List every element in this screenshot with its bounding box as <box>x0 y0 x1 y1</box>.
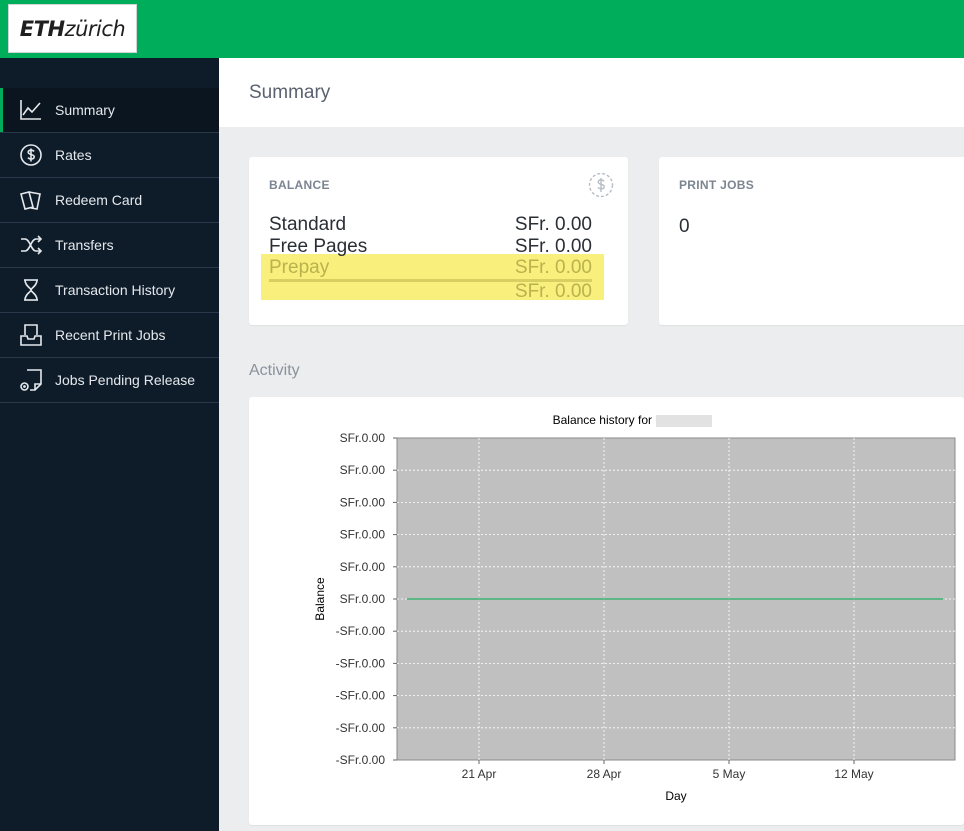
sidebar-item-label: Transfers <box>55 237 114 253</box>
balance-row-name: Free Pages <box>269 236 368 257</box>
eth-logo[interactable]: ETHzürich <box>8 4 137 53</box>
y-tick-label: -SFr.0.00 <box>336 689 386 703</box>
shuffle-icon <box>18 232 44 258</box>
y-tick-label: SFr.0.00 <box>340 463 386 477</box>
x-axis: 21 Apr 28 Apr 5 May 12 May <box>462 760 874 781</box>
balance-history-chart: Balance history for SFr.0.00SFr.0.00SFr.… <box>313 413 956 803</box>
sidebar-item-label: Redeem Card <box>55 192 143 208</box>
sidebar-item-label: Recent Print Jobs <box>55 327 166 343</box>
x-tick-label: 12 May <box>834 767 873 781</box>
sidebar: Summary Rates Redeem Card Transfers Tran… <box>0 58 219 831</box>
cards-icon <box>18 187 44 213</box>
y-tick-label: SFr.0.00 <box>340 560 386 574</box>
activity-title: Activity <box>249 362 300 379</box>
y-tick-label: -SFr.0.00 <box>336 753 386 767</box>
balance-row-name: Standard <box>269 214 347 235</box>
sidebar-item-redeem-card[interactable]: Redeem Card <box>0 178 219 223</box>
sidebar-item-label: Summary <box>55 102 115 118</box>
print-jobs-card: PRINT JOBS 0 <box>659 157 964 325</box>
activity-chart-card: Balance history for SFr.0.00 SFr.0.00 SFr.… <box>249 397 964 825</box>
y-tick-label: SFr.0.00 <box>340 431 386 445</box>
prepay-highlight <box>261 254 604 300</box>
logo-text: ETHzürich <box>19 16 126 41</box>
sidebar-item-label: Rates <box>55 147 92 163</box>
dollar-circle-icon <box>588 172 614 198</box>
top-bar: ETHzürich <box>0 0 964 58</box>
y-axis: SFr.0.00 SFr.0.00 SFr.0.00 SFr.0.00 SFr.0.00… <box>336 431 397 767</box>
y-axis-label: Balance <box>313 577 327 621</box>
balance-row-amount: SFr. 0.00 <box>514 257 592 278</box>
sidebar-item-label: Jobs Pending Release <box>55 372 196 388</box>
balance-row-amount: SFr. 0.00 <box>514 236 592 257</box>
sidebar-item-transfers[interactable]: Transfers <box>0 223 219 268</box>
y-tick-label: SFr.0.00 <box>340 495 386 509</box>
sidebar-item-transaction-history[interactable]: Transaction History <box>0 268 219 313</box>
total-divider <box>269 279 592 282</box>
balance-row-free-pages: Free Pages SFr. 0.00 <box>269 236 592 258</box>
print-jobs-count: 0 <box>679 216 690 237</box>
main-content: Summary BALANCE Standard SFr. 0.00 Free … <box>219 58 964 831</box>
balance-total-amount: SFr. 0.00 <box>514 281 592 302</box>
line-chart-icon <box>18 97 44 123</box>
balance-row-standard: Standard SFr. 0.00 <box>269 214 592 236</box>
page-header: Summary <box>219 58 964 127</box>
y-tick-label: SFr.0.00 <box>340 592 386 606</box>
redacted-username <box>656 415 712 427</box>
hourglass-icon <box>18 277 44 303</box>
y-tick-label: -SFr.0.00 <box>336 624 386 638</box>
balance-row-amount: SFr. 0.00 <box>514 214 592 235</box>
sidebar-item-rates[interactable]: Rates <box>0 133 219 178</box>
balance-row-prepay: Prepay SFr. 0.00 <box>269 257 592 279</box>
y-tick-label: SFr.0.00 <box>340 528 386 542</box>
dollar-circle-icon <box>18 142 44 168</box>
page-title: Summary <box>249 81 331 103</box>
balance-total: SFr. 0.00 <box>269 281 592 303</box>
x-tick-label: 21 Apr <box>462 767 497 781</box>
sidebar-item-recent-print-jobs[interactable]: Recent Print Jobs <box>0 313 219 358</box>
balance-label: BALANCE <box>269 178 330 192</box>
x-axis-label: Day <box>665 789 686 803</box>
x-tick-label: 28 Apr <box>587 767 622 781</box>
sidebar-item-label: Transaction History <box>55 282 176 298</box>
sidebar-item-jobs-pending-release[interactable]: Jobs Pending Release <box>0 358 219 403</box>
balance-row-name: Prepay <box>269 257 330 278</box>
document-pending-icon <box>18 367 44 393</box>
balance-card: BALANCE Standard SFr. 0.00 Free Pages SF… <box>249 157 628 325</box>
chart-title: Balance history for <box>553 413 652 427</box>
sidebar-item-summary[interactable]: Summary <box>0 88 219 133</box>
inbox-tray-icon <box>18 322 44 348</box>
y-tick-label: -SFr.0.00 <box>336 721 386 735</box>
print-jobs-label: PRINT JOBS <box>679 178 755 192</box>
x-tick-label: 5 May <box>713 767 746 781</box>
y-tick-label: -SFr.0.00 <box>336 656 386 670</box>
